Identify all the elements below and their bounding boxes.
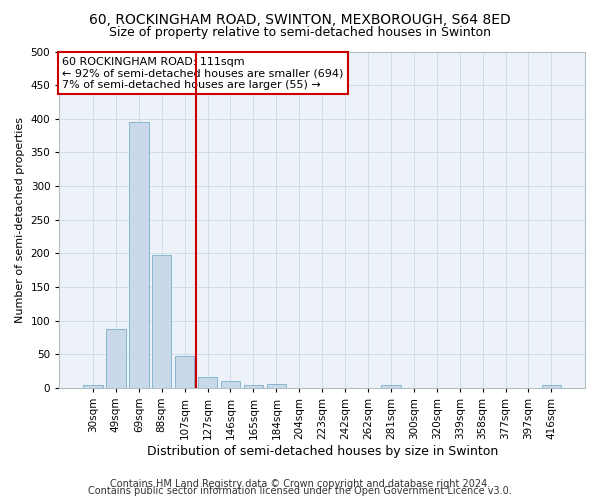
Text: Contains HM Land Registry data © Crown copyright and database right 2024.: Contains HM Land Registry data © Crown c… [110,479,490,489]
Bar [381,385,401,388]
Y-axis label: Number of semi-detached properties: Number of semi-detached properties [15,116,25,322]
Text: 60 ROCKINGHAM ROAD: 111sqm
← 92% of semi-detached houses are smaller (694)
7% of: 60 ROCKINGHAM ROAD: 111sqm ← 92% of semi… [62,56,343,90]
Bar [129,122,149,388]
Bar [198,377,217,388]
Text: Size of property relative to semi-detached houses in Swinton: Size of property relative to semi-detach… [109,26,491,39]
Bar [83,385,103,388]
Bar [221,381,240,388]
Bar [542,385,561,388]
Bar [266,384,286,388]
Text: 60, ROCKINGHAM ROAD, SWINTON, MEXBOROUGH, S64 8ED: 60, ROCKINGHAM ROAD, SWINTON, MEXBOROUGH… [89,12,511,26]
Bar [152,256,172,388]
Bar [175,356,194,388]
X-axis label: Distribution of semi-detached houses by size in Swinton: Distribution of semi-detached houses by … [146,444,498,458]
Bar [106,330,125,388]
Bar [244,385,263,388]
Text: Contains public sector information licensed under the Open Government Licence v3: Contains public sector information licen… [88,486,512,496]
